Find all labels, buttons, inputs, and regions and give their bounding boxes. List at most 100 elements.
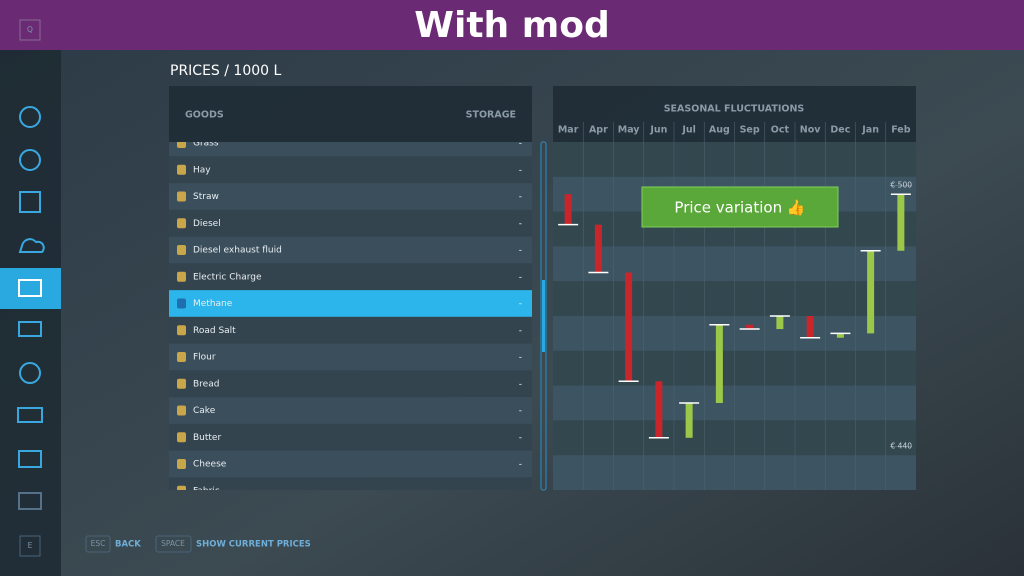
icon[interactable]: [19, 106, 41, 128]
annotation-box: [641, 186, 839, 228]
icon[interactable]: [18, 492, 42, 510]
icon[interactable]: [18, 279, 42, 297]
price-bar: [594, 224, 602, 273]
y-tick-label: € 440: [891, 442, 913, 451]
table-row[interactable]: [169, 450, 532, 478]
goods-name: Flour: [193, 353, 216, 363]
storage-value: -: [519, 379, 522, 389]
table-row[interactable]: [169, 236, 532, 264]
goods-icon: [177, 485, 186, 490]
storage-value: -: [519, 299, 522, 309]
goods-icon: [177, 271, 186, 282]
annotation: Price variation 👍: [674, 199, 805, 217]
scroll-thumb[interactable]: [542, 280, 545, 352]
storage-value: -: [519, 326, 522, 336]
price-bar: [836, 333, 844, 338]
goods-name: Butter: [193, 433, 221, 443]
button-label[interactable]: BACK: [115, 540, 141, 550]
storage-value: -: [519, 219, 522, 229]
goods-name: Methane: [193, 299, 233, 309]
x-tick-label: Nov: [800, 125, 821, 136]
icon[interactable]: [19, 191, 41, 213]
x-tick-label: Jan: [861, 125, 879, 136]
y-tick-label: € 500: [891, 181, 913, 190]
icon[interactable]: [18, 450, 42, 468]
icon[interactable]: [19, 362, 41, 384]
key-box: [85, 535, 111, 553]
table-row[interactable]: [169, 316, 532, 344]
goods-name: Electric Charge: [193, 272, 262, 282]
sidebar: [0, 50, 61, 576]
key-label: Q: [27, 25, 33, 34]
goods-name: Diesel exhaust fluid: [193, 246, 282, 256]
goods-icon: [177, 378, 186, 389]
chart-title: SEASONAL FLUCTUATIONS: [664, 104, 805, 115]
price-bar: [715, 324, 723, 403]
goods-name: Cheese: [193, 460, 227, 470]
table-row[interactable]: [169, 423, 532, 451]
x-tick-label: Jul: [681, 125, 696, 136]
price-bar: [685, 403, 693, 438]
icon[interactable]: [19, 149, 41, 171]
storage-value: -: [519, 192, 522, 202]
table-row[interactable]: [169, 263, 532, 291]
table-row[interactable]: [169, 370, 532, 398]
goods-icon: [177, 432, 186, 443]
goods-name: Straw: [193, 192, 219, 202]
price-bar: [655, 381, 663, 438]
storage-value: -: [519, 460, 522, 470]
price-bar: [867, 250, 875, 334]
active-tab[interactable]: [0, 268, 61, 309]
column-header: STORAGE: [466, 110, 516, 121]
table-row[interactable]: [169, 130, 532, 157]
table-row[interactable]: [169, 209, 532, 237]
table-header: [169, 86, 532, 142]
column-header: GOODS: [185, 110, 224, 121]
table-row[interactable]: [169, 343, 532, 371]
goods-icon: [177, 218, 186, 229]
price-bar: [564, 194, 572, 225]
table-row[interactable]: [169, 477, 532, 504]
icon[interactable]: [18, 238, 45, 253]
goods-icon: [177, 298, 186, 309]
goods-name: Bread: [193, 379, 219, 389]
storage-value: -: [519, 139, 522, 149]
storage-value: -: [519, 165, 522, 175]
price-bar: [806, 316, 814, 338]
goods-name: Grass: [193, 139, 219, 149]
price-bar: [776, 316, 784, 330]
goods-name: Cake: [193, 406, 216, 416]
icon[interactable]: [18, 321, 42, 337]
x-tick-label: Mar: [558, 125, 579, 136]
x-tick-label: Jun: [649, 125, 667, 136]
key-label: E: [28, 541, 33, 550]
x-tick-label: Apr: [589, 125, 608, 136]
price-bar: [746, 324, 754, 330]
button-label[interactable]: SHOW CURRENT PRICES: [196, 540, 311, 550]
table-row[interactable]: [169, 290, 532, 317]
x-tick-label: Aug: [709, 125, 730, 136]
goods-name: Diesel: [193, 219, 221, 229]
key-label: ESC: [91, 539, 106, 548]
goods-icon: [177, 405, 186, 416]
goods-icon: [177, 245, 186, 255]
chart: Mar Apr May Jun Jul Aug Sep Oct Nov Dec Jan Feb € 44…: [553, 122, 916, 490]
table-row[interactable]: [169, 183, 532, 210]
x-tick-label: May: [618, 125, 641, 136]
goods-icon: [177, 191, 186, 202]
storage-value: -: [519, 272, 522, 282]
scrollbar[interactable]: [540, 141, 547, 491]
table-row[interactable]: [169, 397, 532, 424]
goods-icon: [177, 164, 186, 175]
goods-icon: [177, 325, 186, 336]
banner: [0, 0, 1024, 50]
key-label: SPACE: [161, 539, 185, 548]
storage-value: -: [519, 486, 522, 496]
goods-list: Grass - Hay - Straw - Diesel - Diesel exhaust fl…: [169, 130, 532, 504]
goods-icon: [177, 459, 186, 469]
icon[interactable]: [17, 407, 43, 423]
banner-text: With mod: [414, 5, 609, 46]
storage-value: -: [519, 246, 522, 256]
table-row[interactable]: [169, 156, 532, 184]
